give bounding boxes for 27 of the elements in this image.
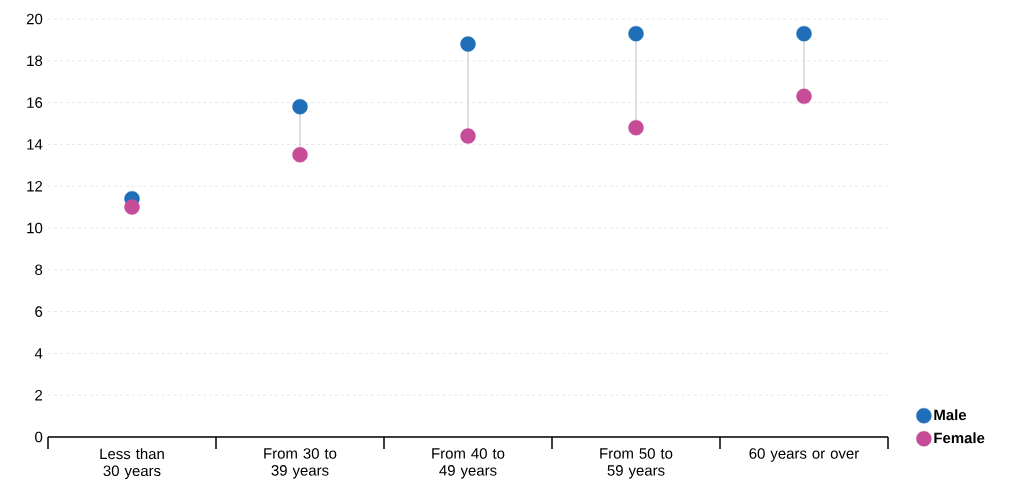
y-tick-label: 10: [27, 222, 43, 234]
x-tick-label: Less than 30 years: [100, 448, 164, 480]
point: [796, 25, 812, 42]
x-tick-label: From 50 to 59 years: [600, 448, 673, 479]
point: [460, 128, 476, 144]
y-tick-label: 14: [27, 139, 43, 150]
point: [292, 99, 308, 115]
y-tick-label: 0: [35, 431, 43, 443]
y-tick-label: 2: [35, 389, 43, 401]
y-tick-label: 6: [35, 306, 43, 317]
y-tick-label: 16: [27, 97, 43, 108]
y-tick-label: 8: [35, 264, 43, 276]
point: [628, 119, 644, 136]
y-tick-label: 20: [26, 13, 43, 25]
y-tick-label: 4: [34, 348, 43, 359]
point: [460, 36, 476, 52]
point: [628, 25, 644, 42]
point: [292, 147, 308, 163]
x-tick-label: 60 years or over: [749, 448, 859, 462]
x-tick-label: From 30 to 39 years: [264, 448, 337, 479]
legend-label: Female: [934, 432, 985, 444]
y-tick-label: 18: [27, 55, 43, 67]
point: [124, 199, 140, 215]
y-tick-label: 12: [27, 180, 43, 192]
legend-label: Male: [934, 409, 967, 421]
x-tick-label: From 40 to 49 years: [432, 448, 505, 479]
point: [796, 88, 812, 105]
